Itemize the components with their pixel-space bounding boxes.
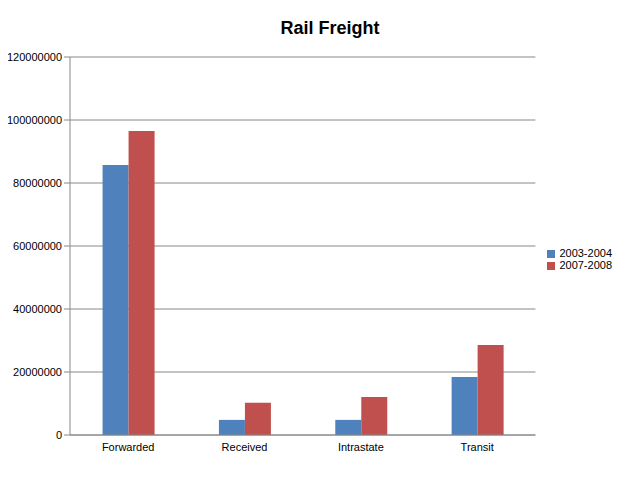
html-text:2003-2004: 2003-2004 [559,247,612,259]
svg-text:Intrastate: Intrastate [338,441,384,453]
html-text:Rail Freight: Rail Freight [280,18,380,38]
svg-text:120000000: 120000000 [8,51,62,63]
svg-text:40000000: 40000000 [13,303,62,315]
svg-text:Transit: Transit [461,441,494,453]
svg-text:100000000: 100000000 [8,114,62,126]
svg-text:Forwarded: Forwarded [102,441,155,453]
svg-text:20000000: 20000000 [13,366,62,378]
html-text:2007-2008: 2007-2008 [559,259,612,271]
svg-text:0: 0 [56,429,62,441]
svg-text:Received: Received [222,441,268,453]
svg-text:80000000: 80000000 [13,177,62,189]
svg-text:60000000: 60000000 [13,240,62,252]
